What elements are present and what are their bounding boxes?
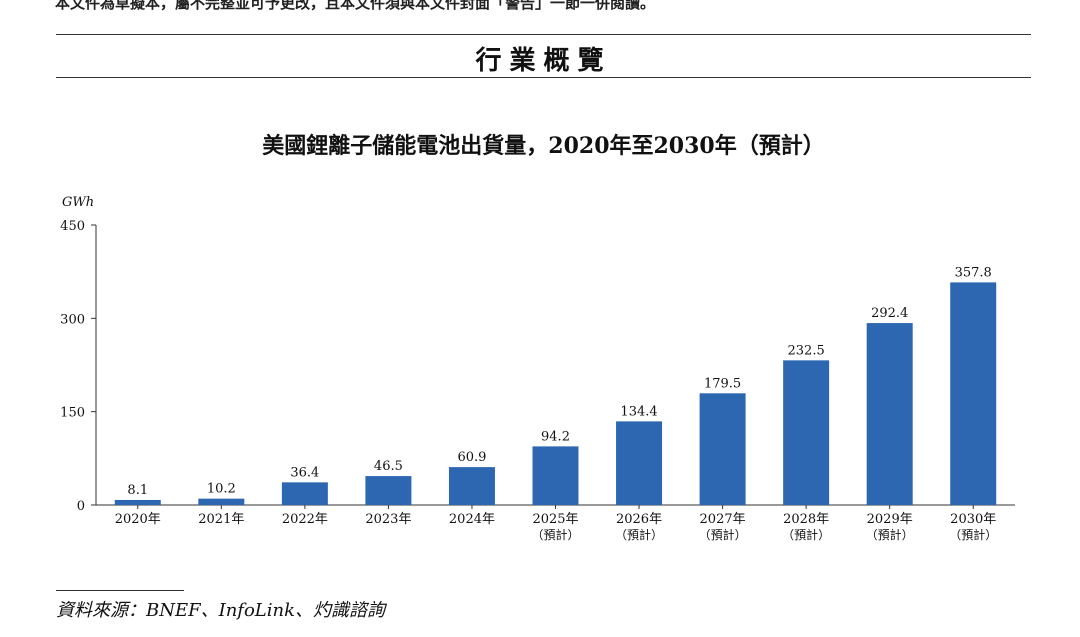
y-tick-label: 450 <box>60 219 85 234</box>
x-tick-note: （預計） <box>699 527 747 542</box>
x-tick-note: （預計） <box>866 527 914 542</box>
bar-value-label: 232.5 <box>788 343 825 358</box>
chart-title: 美國鋰離子儲能電池出貨量，2020年至2030年（預計） <box>262 133 825 159</box>
y-axis-unit-label: GWh <box>62 195 94 210</box>
bar-value-label: 60.9 <box>457 450 486 465</box>
bar <box>281 482 328 505</box>
bar <box>866 323 913 505</box>
bar <box>532 446 579 505</box>
x-tick-note: （預計） <box>531 527 579 542</box>
x-tick-label: 2028年 <box>783 512 829 527</box>
bar <box>783 360 830 505</box>
bar <box>365 476 412 505</box>
bar <box>950 282 997 505</box>
bar <box>448 467 495 505</box>
x-tick-label: 2025年 <box>532 512 578 527</box>
section-title: 行業概覽 <box>475 46 612 76</box>
bottom-rule <box>56 77 1031 78</box>
y-tick-label: 300 <box>60 312 85 327</box>
y-tick-label: 0 <box>77 499 85 514</box>
x-tick-label: 2029年 <box>867 512 913 527</box>
bar-value-label: 46.5 <box>374 459 403 474</box>
bar-value-label: 94.2 <box>541 429 570 444</box>
source-rule <box>56 590 184 591</box>
bar-value-label: 36.4 <box>290 465 319 480</box>
x-tick-label: 2024年 <box>449 512 495 527</box>
x-tick-note: （預計） <box>615 527 663 542</box>
source-note: 資料來源：BNEF、InfoLink、灼識諮詢 <box>56 600 386 621</box>
top-rule <box>56 34 1031 35</box>
x-tick-label: 2022年 <box>282 512 328 527</box>
bar <box>114 499 161 505</box>
bar-value-label: 134.4 <box>620 404 657 419</box>
bar-value-label: 179.5 <box>704 376 741 391</box>
x-tick-note: （預計） <box>782 527 830 542</box>
bar-value-label: 357.8 <box>955 265 992 280</box>
x-tick-label: 2026年 <box>616 512 662 527</box>
bar <box>699 393 746 505</box>
bar-value-label: 10.2 <box>207 482 236 497</box>
x-tick-label: 2020年 <box>115 512 161 527</box>
x-tick-label: 2027年 <box>700 512 746 527</box>
bar <box>198 498 245 505</box>
x-tick-label: 2030年 <box>950 512 996 527</box>
x-tick-note: （預計） <box>949 527 997 542</box>
bar-value-label: 292.4 <box>871 306 908 321</box>
y-tick-label: 150 <box>60 406 85 421</box>
top-note: 本文件為草擬本，屬不完整並可予更改，且本文件須與本文件封面「警告」一節一併閱讀。 <box>55 0 656 12</box>
x-tick-label: 2023年 <box>365 512 411 527</box>
x-tick-label: 2021年 <box>198 512 244 527</box>
bar-value-label: 8.1 <box>127 483 148 498</box>
bar <box>616 421 663 505</box>
